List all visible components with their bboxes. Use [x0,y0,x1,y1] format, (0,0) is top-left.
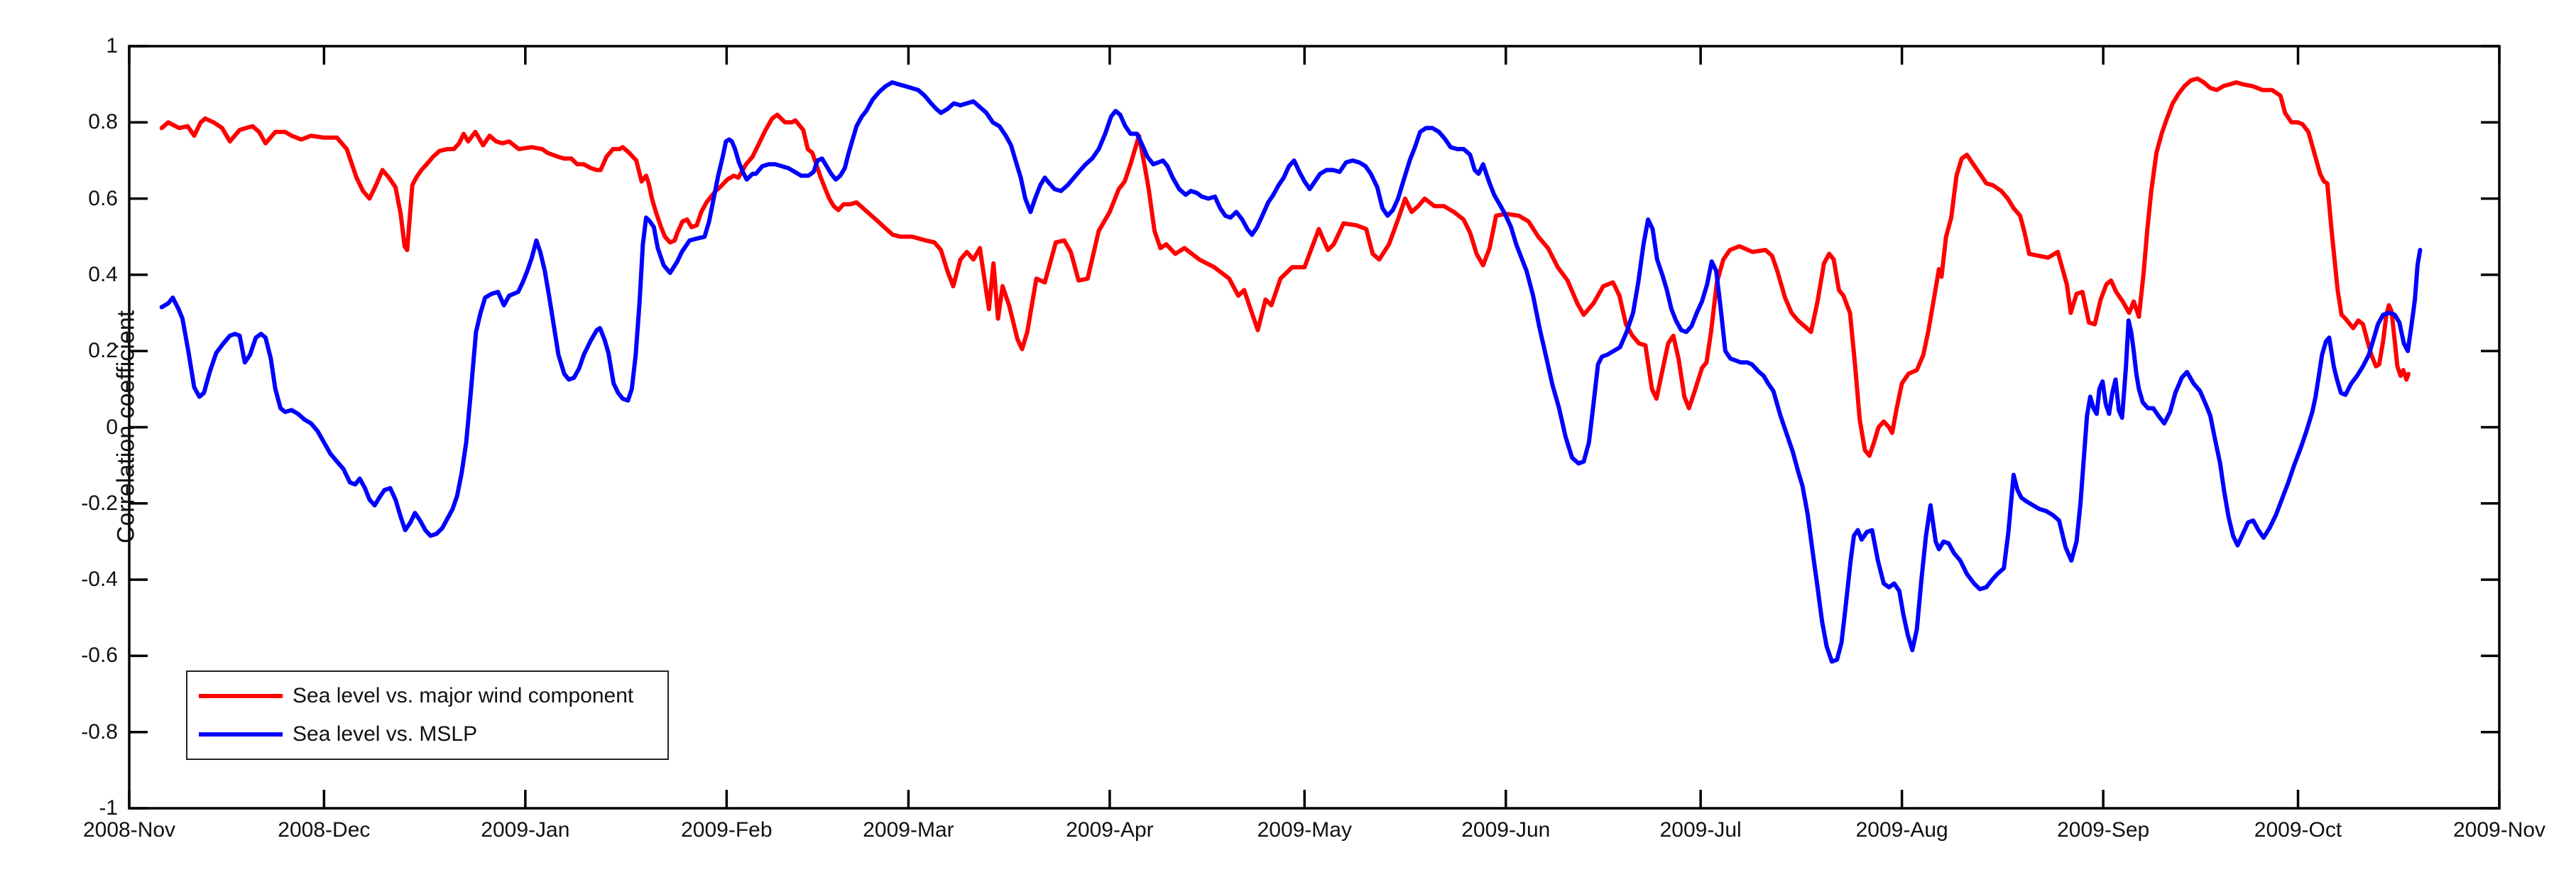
x-tick-label: 2009-Jul [1659,818,1742,842]
x-tick-label: 2008-Nov [82,818,176,842]
y-tick-label: 0.2 [88,339,118,363]
legend-label-wind: Sea level vs. major wind component [293,684,634,707]
legend-label-mslp: Sea level vs. MSLP [293,722,478,746]
x-tick-label: 2009-Apr [1066,818,1154,842]
legend-entry-mslp: Sea level vs. MSLP [187,720,667,749]
y-tick-label: -0.2 [81,491,118,515]
legend-line-red [199,694,283,698]
x-tick-label: 2009-Mar [863,818,954,842]
legend-box: Sea level vs. major wind component Sea l… [186,670,669,760]
y-tick-label: 0.8 [88,110,118,134]
legend-entry-wind: Sea level vs. major wind component [187,682,667,710]
y-tick-label: -0.6 [81,643,118,668]
x-tick-label: 2009-Oct [2254,818,2342,842]
y-tick-label: 0.4 [88,262,118,286]
y-tick-label: -0.8 [81,719,118,744]
series-line-mslp [159,80,2423,664]
x-tick-label: 2009-May [1257,818,1352,842]
y-tick-label: -0.4 [81,567,118,592]
x-tick-label: 2009-Feb [681,818,773,842]
y-tick-label: 0 [106,415,118,439]
y-tick-label: 1 [106,34,118,58]
x-tick-label: 2009-Nov [2452,818,2546,842]
x-tick-label: 2009-Sep [2057,818,2150,842]
series-line-wind [159,76,2411,458]
x-tick-label: 2009-Jan [481,818,570,842]
y-tick-label: 0.6 [88,186,118,210]
x-tick-label: 2008-Dec [278,818,371,842]
x-tick-label: 2009-Jun [1461,818,1551,842]
legend-line-blue [199,732,283,737]
x-tick-label: 2009-Aug [1855,818,1948,842]
y-tick-label: -1 [99,796,118,820]
